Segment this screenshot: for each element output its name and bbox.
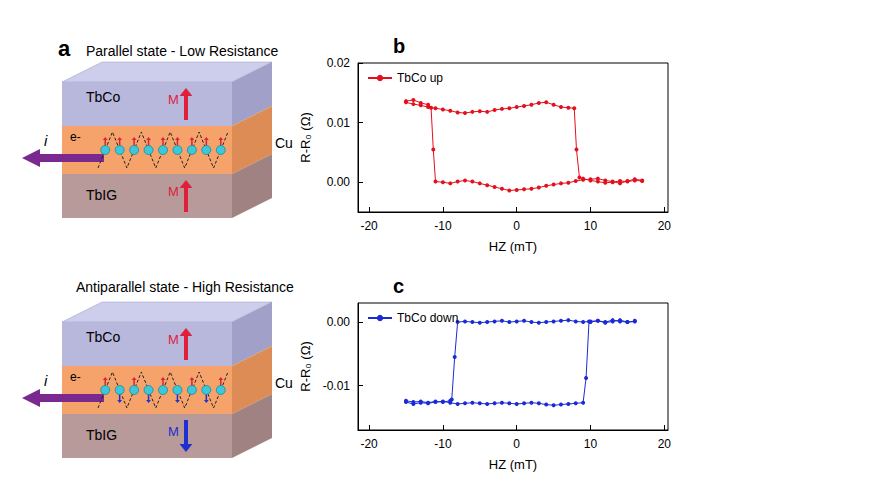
svg-text:0: 0 [513, 219, 520, 233]
svg-text:-10: -10 [434, 437, 452, 451]
svg-text:TbCo down: TbCo down [397, 311, 458, 325]
svg-text:R-R₀ (Ω): R-R₀ (Ω) [298, 112, 313, 163]
svg-text:Antiparallel state - High Resi: Antiparallel state - High Resistance [76, 279, 294, 295]
svg-text:TbCo up: TbCo up [397, 71, 443, 85]
svg-text:-20: -20 [360, 437, 378, 451]
svg-text:i: i [44, 372, 48, 389]
svg-text:M: M [168, 332, 179, 347]
svg-text:0: 0 [513, 437, 520, 451]
svg-text:HZ (mT): HZ (mT) [489, 239, 537, 254]
svg-text:-20: -20 [360, 219, 378, 233]
svg-text:TbCo: TbCo [86, 89, 120, 105]
svg-text:e-: e- [70, 370, 81, 384]
svg-text:Cu: Cu [275, 375, 293, 391]
svg-text:Parallel state - Low Resistanc: Parallel state - Low Resistance [86, 43, 278, 59]
svg-text:20: 20 [658, 219, 672, 233]
svg-text:TbIG: TbIG [86, 187, 117, 203]
svg-text:TbIG: TbIG [86, 427, 117, 443]
svg-text:R-R₀ (Ω): R-R₀ (Ω) [298, 341, 313, 392]
svg-text:e-: e- [70, 130, 81, 144]
svg-text:b: b [393, 35, 405, 57]
svg-text:a: a [58, 36, 71, 61]
svg-text:0.00: 0.00 [327, 315, 351, 329]
svg-text:-0.01: -0.01 [323, 379, 351, 393]
svg-text:-10: -10 [434, 219, 452, 233]
svg-text:10: 10 [584, 437, 598, 451]
svg-text:M: M [168, 184, 179, 199]
svg-text:HZ (mT): HZ (mT) [489, 457, 537, 472]
svg-text:10: 10 [584, 219, 598, 233]
svg-text:TbCo: TbCo [86, 329, 120, 345]
svg-text:M: M [168, 92, 179, 107]
svg-text:Cu: Cu [275, 135, 293, 151]
svg-text:0.02: 0.02 [327, 56, 351, 70]
svg-text:0.00: 0.00 [327, 175, 351, 189]
svg-text:0.01: 0.01 [327, 116, 351, 130]
svg-text:c: c [393, 275, 404, 297]
svg-text:M: M [168, 424, 179, 439]
svg-text:20: 20 [658, 437, 672, 451]
svg-text:i: i [44, 132, 48, 149]
